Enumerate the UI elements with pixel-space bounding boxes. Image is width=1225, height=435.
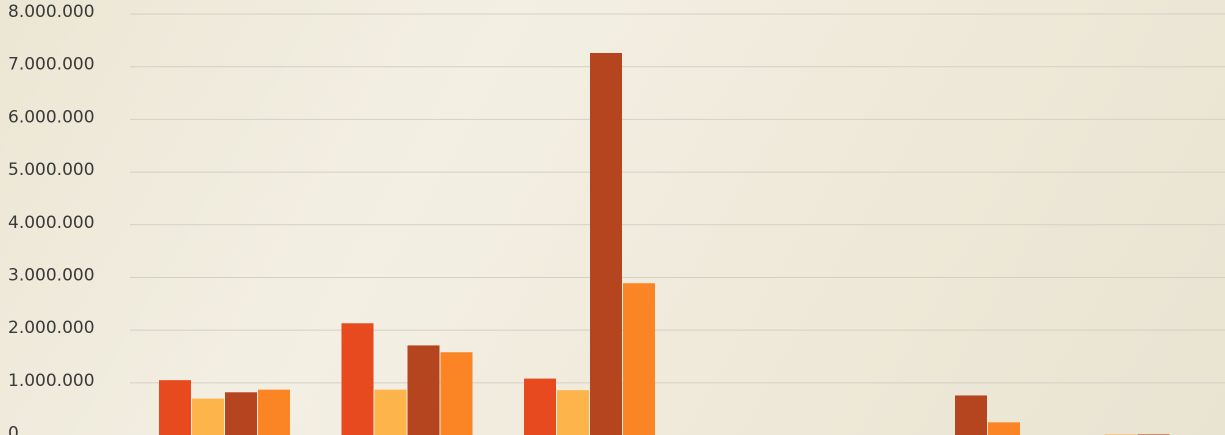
y-tick-label: 0	[8, 424, 19, 435]
y-tick-label: 8.000.000	[8, 2, 95, 22]
y-tick-label: 3.000.000	[8, 265, 95, 285]
y-tick-label: 4.000.000	[8, 213, 95, 233]
y-tick-label: 2.000.000	[8, 318, 95, 338]
bar	[623, 283, 655, 435]
y-tick-label: 5.000.000	[8, 160, 95, 180]
bar	[408, 345, 440, 435]
bar	[342, 323, 374, 435]
bar	[988, 422, 1020, 435]
y-tick-label: 1.000.000	[8, 371, 95, 391]
y-tick-label: 7.000.000	[8, 55, 95, 75]
chart: 0 1.000.000 2.000.000 3.000.000 4.000.000 5.0…	[0, 0, 1225, 435]
bar	[557, 390, 589, 435]
bar	[159, 380, 191, 435]
y-tick-label: 6.000.000	[8, 107, 95, 127]
bar	[225, 392, 257, 435]
bar	[192, 399, 224, 435]
bar	[524, 379, 556, 435]
page: 0 1.000.000 2.000.000 3.000.000 4.000.000 5.0…	[0, 0, 1225, 435]
bar	[375, 390, 407, 435]
bar	[955, 395, 987, 435]
bar	[590, 53, 622, 435]
bar	[441, 352, 473, 435]
bar	[258, 390, 290, 435]
